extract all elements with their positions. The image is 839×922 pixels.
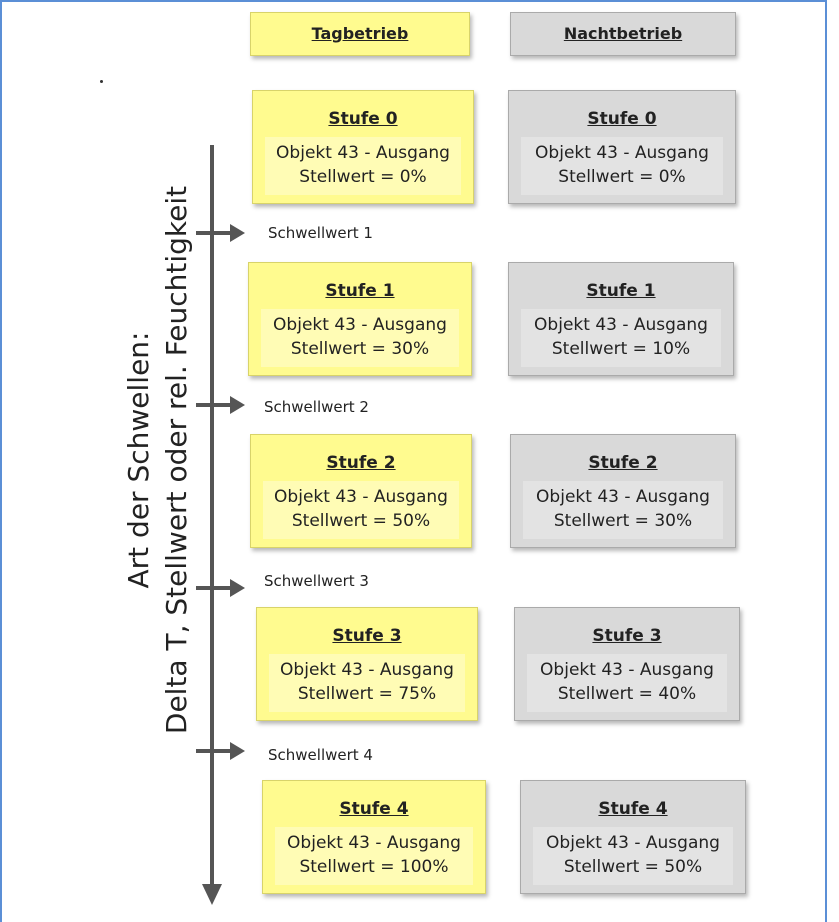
level-value: Stellwert = 100%	[299, 857, 449, 877]
day-level-2: Stufe 2 Objekt 43 - Ausgang Stellwert = …	[250, 434, 472, 548]
level-object: Objekt 43 - Ausgang	[287, 833, 461, 853]
axis-label-line1: Art der Schwellen:	[122, 331, 155, 589]
night-level-4: Stufe 4 Objekt 43 - Ausgang Stellwert = …	[520, 780, 746, 894]
level-value: Stellwert = 50%	[291, 511, 431, 531]
level-object: Objekt 43 - Ausgang	[274, 487, 448, 507]
level-object: Objekt 43 - Ausgang	[273, 315, 447, 335]
level-title: Stufe 2	[326, 453, 396, 473]
level-object: Objekt 43 - Ausgang	[546, 833, 720, 853]
level-object: Objekt 43 - Ausgang	[535, 143, 709, 163]
axis-label-line2: Delta T, Stellwert oder rel. Feuchtigkei…	[160, 185, 193, 735]
level-value: Stellwert = 30%	[553, 511, 693, 531]
threshold-label-4: Schwellwert 4	[268, 746, 373, 764]
threshold-arrow-3	[196, 579, 245, 597]
day-level-3: Stufe 3 Objekt 43 - Ausgang Stellwert = …	[256, 607, 478, 721]
level-title: Stufe 3	[592, 626, 662, 646]
level-title: Stufe 0	[328, 109, 398, 129]
level-object: Objekt 43 - Ausgang	[536, 487, 710, 507]
level-value: Stellwert = 0%	[558, 167, 686, 187]
vertical-axis-arrowhead	[202, 884, 222, 905]
level-object: Objekt 43 - Ausgang	[276, 143, 450, 163]
level-value: Stellwert = 0%	[299, 167, 427, 187]
level-value: Stellwert = 10%	[551, 339, 691, 359]
threshold-arrow-1	[196, 224, 245, 242]
header-nachtbetrieb: Nachtbetrieb	[510, 12, 736, 56]
level-value: Stellwert = 40%	[557, 684, 697, 704]
night-level-1: Stufe 1 Objekt 43 - Ausgang Stellwert = …	[508, 262, 734, 376]
level-title: Stufe 1	[325, 281, 395, 301]
level-object: Objekt 43 - Ausgang	[540, 660, 714, 680]
day-level-1: Stufe 1 Objekt 43 - Ausgang Stellwert = …	[248, 262, 472, 376]
night-level-2: Stufe 2 Objekt 43 - Ausgang Stellwert = …	[510, 434, 736, 548]
level-value: Stellwert = 30%	[290, 339, 430, 359]
level-title: Stufe 4	[339, 799, 409, 819]
level-title: Stufe 4	[598, 799, 668, 819]
threshold-label-2: Schwellwert 2	[264, 398, 369, 416]
header-tagbetrieb: Tagbetrieb	[250, 12, 470, 56]
level-title: Stufe 2	[588, 453, 658, 473]
level-value: Stellwert = 75%	[297, 684, 437, 704]
level-title: Stufe 0	[587, 109, 657, 129]
axis-label: Art der Schwellen: Delta T, Stellwert od…	[120, 186, 196, 734]
threshold-arrow-4	[196, 742, 245, 760]
threshold-label-1: Schwellwert 1	[268, 224, 373, 242]
threshold-arrow-2	[196, 396, 245, 414]
threshold-label-3: Schwellwert 3	[264, 572, 369, 590]
night-level-0: Stufe 0 Objekt 43 - Ausgang Stellwert = …	[508, 90, 736, 204]
level-title: Stufe 1	[586, 281, 656, 301]
level-title: Stufe 3	[332, 626, 402, 646]
night-level-3: Stufe 3 Objekt 43 - Ausgang Stellwert = …	[514, 607, 740, 721]
level-object: Objekt 43 - Ausgang	[280, 660, 454, 680]
day-level-4: Stufe 4 Objekt 43 - Ausgang Stellwert = …	[262, 780, 486, 894]
level-object: Objekt 43 - Ausgang	[534, 315, 708, 335]
stray-dot	[100, 80, 103, 83]
day-level-0: Stufe 0 Objekt 43 - Ausgang Stellwert = …	[252, 90, 474, 204]
level-value: Stellwert = 50%	[563, 857, 703, 877]
